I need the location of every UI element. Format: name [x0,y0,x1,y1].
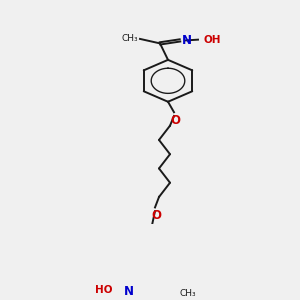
Text: N: N [124,285,134,298]
Text: OH: OH [204,35,221,45]
Text: CH₃: CH₃ [122,34,138,43]
Text: HO: HO [95,286,113,296]
Text: O: O [151,209,161,222]
Text: CH₃: CH₃ [179,289,196,298]
Text: N: N [182,34,192,47]
Text: O: O [170,114,180,127]
